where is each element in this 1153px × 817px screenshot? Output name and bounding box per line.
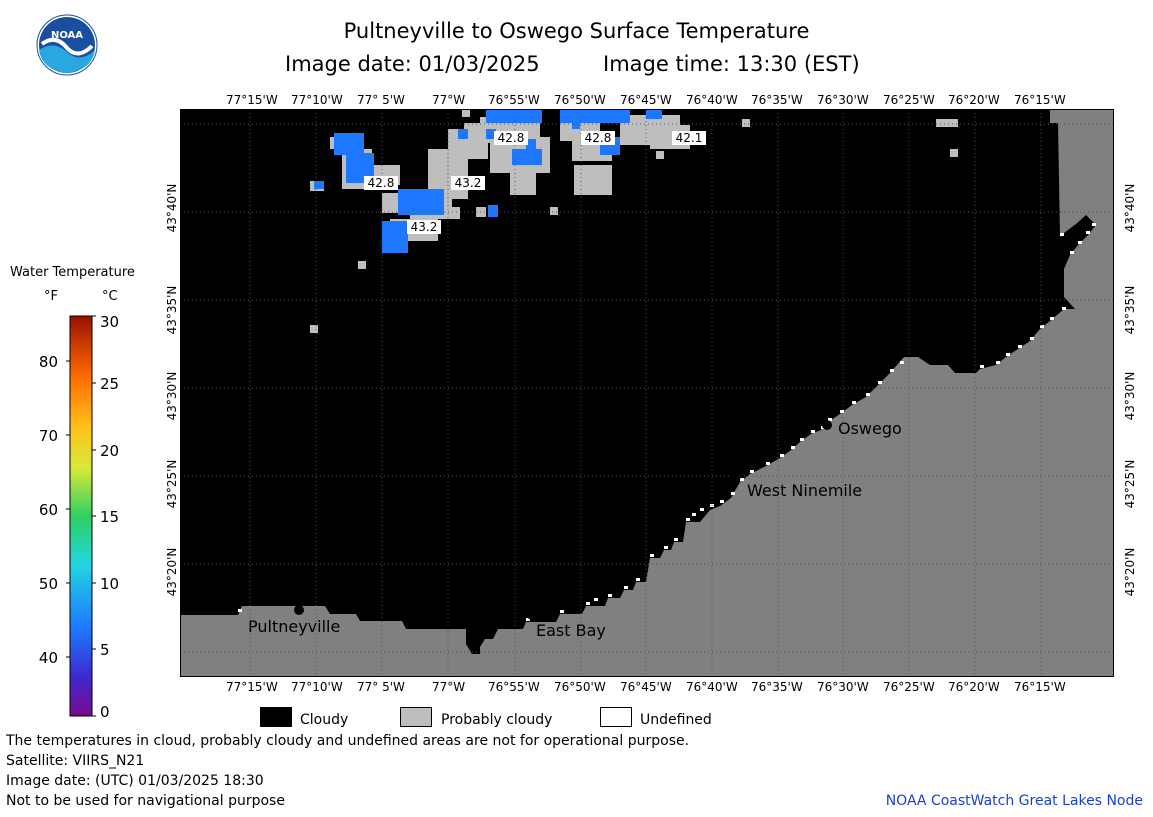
lon-label: 76°15'W [1014, 93, 1066, 107]
f-tick: 60 [39, 501, 58, 519]
logo-text: NOAA [51, 30, 83, 41]
temp-label: 43.2 [411, 220, 438, 234]
lon-label: 77°10'W [291, 93, 343, 107]
temp-label: 43.2 [455, 176, 482, 190]
lon-label: 76°25'W [883, 93, 935, 107]
lat-label: 43°40'N [1123, 184, 1137, 233]
lon-label: 77°15'W [226, 680, 278, 694]
temperature-labels: 42.8 42.8 42.1 42.8 43.2 43.2 [364, 131, 706, 234]
lon-label: 77°15'W [226, 93, 278, 107]
lon-label: 77°W [432, 680, 466, 694]
lat-label: 43°40'N [165, 184, 179, 233]
colorbar-title: Water Temperature [10, 265, 135, 280]
temperature-map: Pultneyville East Bay West Ninemile Oswe… [180, 109, 1114, 677]
lon-label: 76°25'W [883, 680, 935, 694]
marker-oswego [822, 420, 832, 430]
lon-label: 76°50'W [554, 680, 606, 694]
lon-label: 76°55'W [488, 680, 540, 694]
lat-label: 43°30'N [1123, 372, 1137, 421]
lon-label: 76°20'W [948, 93, 1000, 107]
lon-label: 76°40'W [686, 93, 738, 107]
f-tick: 40 [39, 649, 58, 667]
c-tick: 30 [100, 313, 119, 331]
noaa-logo: NOAA [36, 14, 98, 76]
lon-label: 76°50'W [554, 93, 606, 107]
lat-label: 43°35'N [165, 286, 179, 335]
legend-swatch-cloudy [260, 707, 292, 727]
temp-label: 42.1 [676, 131, 703, 145]
lat-label: 43°20'N [165, 548, 179, 597]
legend-swatch-probably-cloudy [400, 707, 432, 727]
c-tick: 5 [100, 641, 110, 659]
lat-label: 43°35'N [1123, 286, 1137, 335]
land-mass [180, 109, 1114, 677]
lat-label: 43°30'N [165, 372, 179, 421]
footer-credit: NOAA CoastWatch Great Lakes Node [885, 793, 1143, 809]
colorbar: 80 70 60 50 40 30 25 20 15 10 5 0 [39, 313, 119, 721]
c-tick: 10 [100, 575, 119, 593]
lon-label: 77° 5'W [357, 93, 405, 107]
c-tick: 0 [100, 703, 110, 721]
lon-label: 76°20'W [948, 680, 1000, 694]
colorbar-gradient [69, 315, 93, 717]
lat-label: 43°25'N [1123, 460, 1137, 509]
footer-utc-date: Image date: (UTC) 01/03/2025 18:30 [6, 773, 264, 789]
legend-label-undefined: Undefined [640, 712, 712, 728]
lon-label: 77°W [432, 93, 466, 107]
legend-swatch-undefined [600, 707, 632, 727]
place-label-pultneyville: Pultneyville [248, 617, 340, 636]
lat-labels-left: 43°40'N 43°35'N 43°30'N 43°25'N 43°20'N [165, 184, 179, 597]
footer-disclaimer: The temperatures in cloud, probably clou… [6, 733, 690, 749]
lon-label: 76°40'W [686, 680, 738, 694]
legend-label-cloudy: Cloudy [300, 712, 349, 728]
f-tick: 70 [39, 427, 58, 445]
lat-label: 43°20'N [1123, 548, 1137, 597]
lon-label: 76°30'W [817, 680, 869, 694]
lon-label: 76°55'W [488, 93, 540, 107]
f-tick: 80 [39, 353, 58, 371]
lon-label: 76°35'W [751, 93, 803, 107]
lon-label: 76°45'W [620, 680, 672, 694]
marker-pultneyville [294, 605, 304, 615]
footer-satellite: Satellite: VIIRS_N21 [6, 753, 145, 769]
c-tick: 25 [100, 375, 119, 393]
lon-label: 77°10'W [291, 680, 343, 694]
lon-label: 76°15'W [1014, 680, 1066, 694]
lon-label: 76°30'W [817, 93, 869, 107]
c-tick: 15 [100, 508, 119, 526]
marker-west-ninemile [732, 470, 742, 480]
lat-label: 43°25'N [165, 460, 179, 509]
undefined-fringe [238, 223, 1096, 621]
c-tick: 20 [100, 442, 119, 460]
temp-label: 42.8 [498, 131, 525, 145]
lon-label: 76°35'W [751, 680, 803, 694]
lon-label: 76°45'W [620, 93, 672, 107]
image-time: Image time: 13:30 (EST) [603, 52, 860, 76]
lat-labels-right: 43°40'N 43°35'N 43°30'N 43°25'N 43°20'N [1123, 184, 1137, 597]
temp-label: 42.8 [585, 131, 612, 145]
colorbar-unit-f: °F [44, 289, 58, 304]
graticule [180, 109, 1114, 677]
image-date: Image date: 01/03/2025 [285, 52, 540, 76]
temp-label: 42.8 [368, 176, 395, 190]
map-border [180, 109, 1114, 677]
map-title: Pultneyville to Oswego Surface Temperatu… [343, 19, 810, 43]
place-label-east-bay: East Bay [536, 621, 606, 640]
place-label-west-ninemile: West Ninemile [747, 481, 862, 500]
colorbar-unit-c: °C [102, 289, 118, 304]
legend-label-probably-cloudy: Probably cloudy [441, 712, 553, 728]
place-label-oswego: Oswego [838, 419, 902, 438]
place-labels: Pultneyville East Bay West Ninemile Oswe… [248, 419, 902, 640]
footer-nav-warning: Not to be used for navigational purpose [6, 793, 285, 809]
lon-label: 77° 5'W [357, 680, 405, 694]
f-tick: 50 [39, 575, 58, 593]
marker-east-bay [527, 610, 537, 620]
place-markers [294, 420, 832, 620]
